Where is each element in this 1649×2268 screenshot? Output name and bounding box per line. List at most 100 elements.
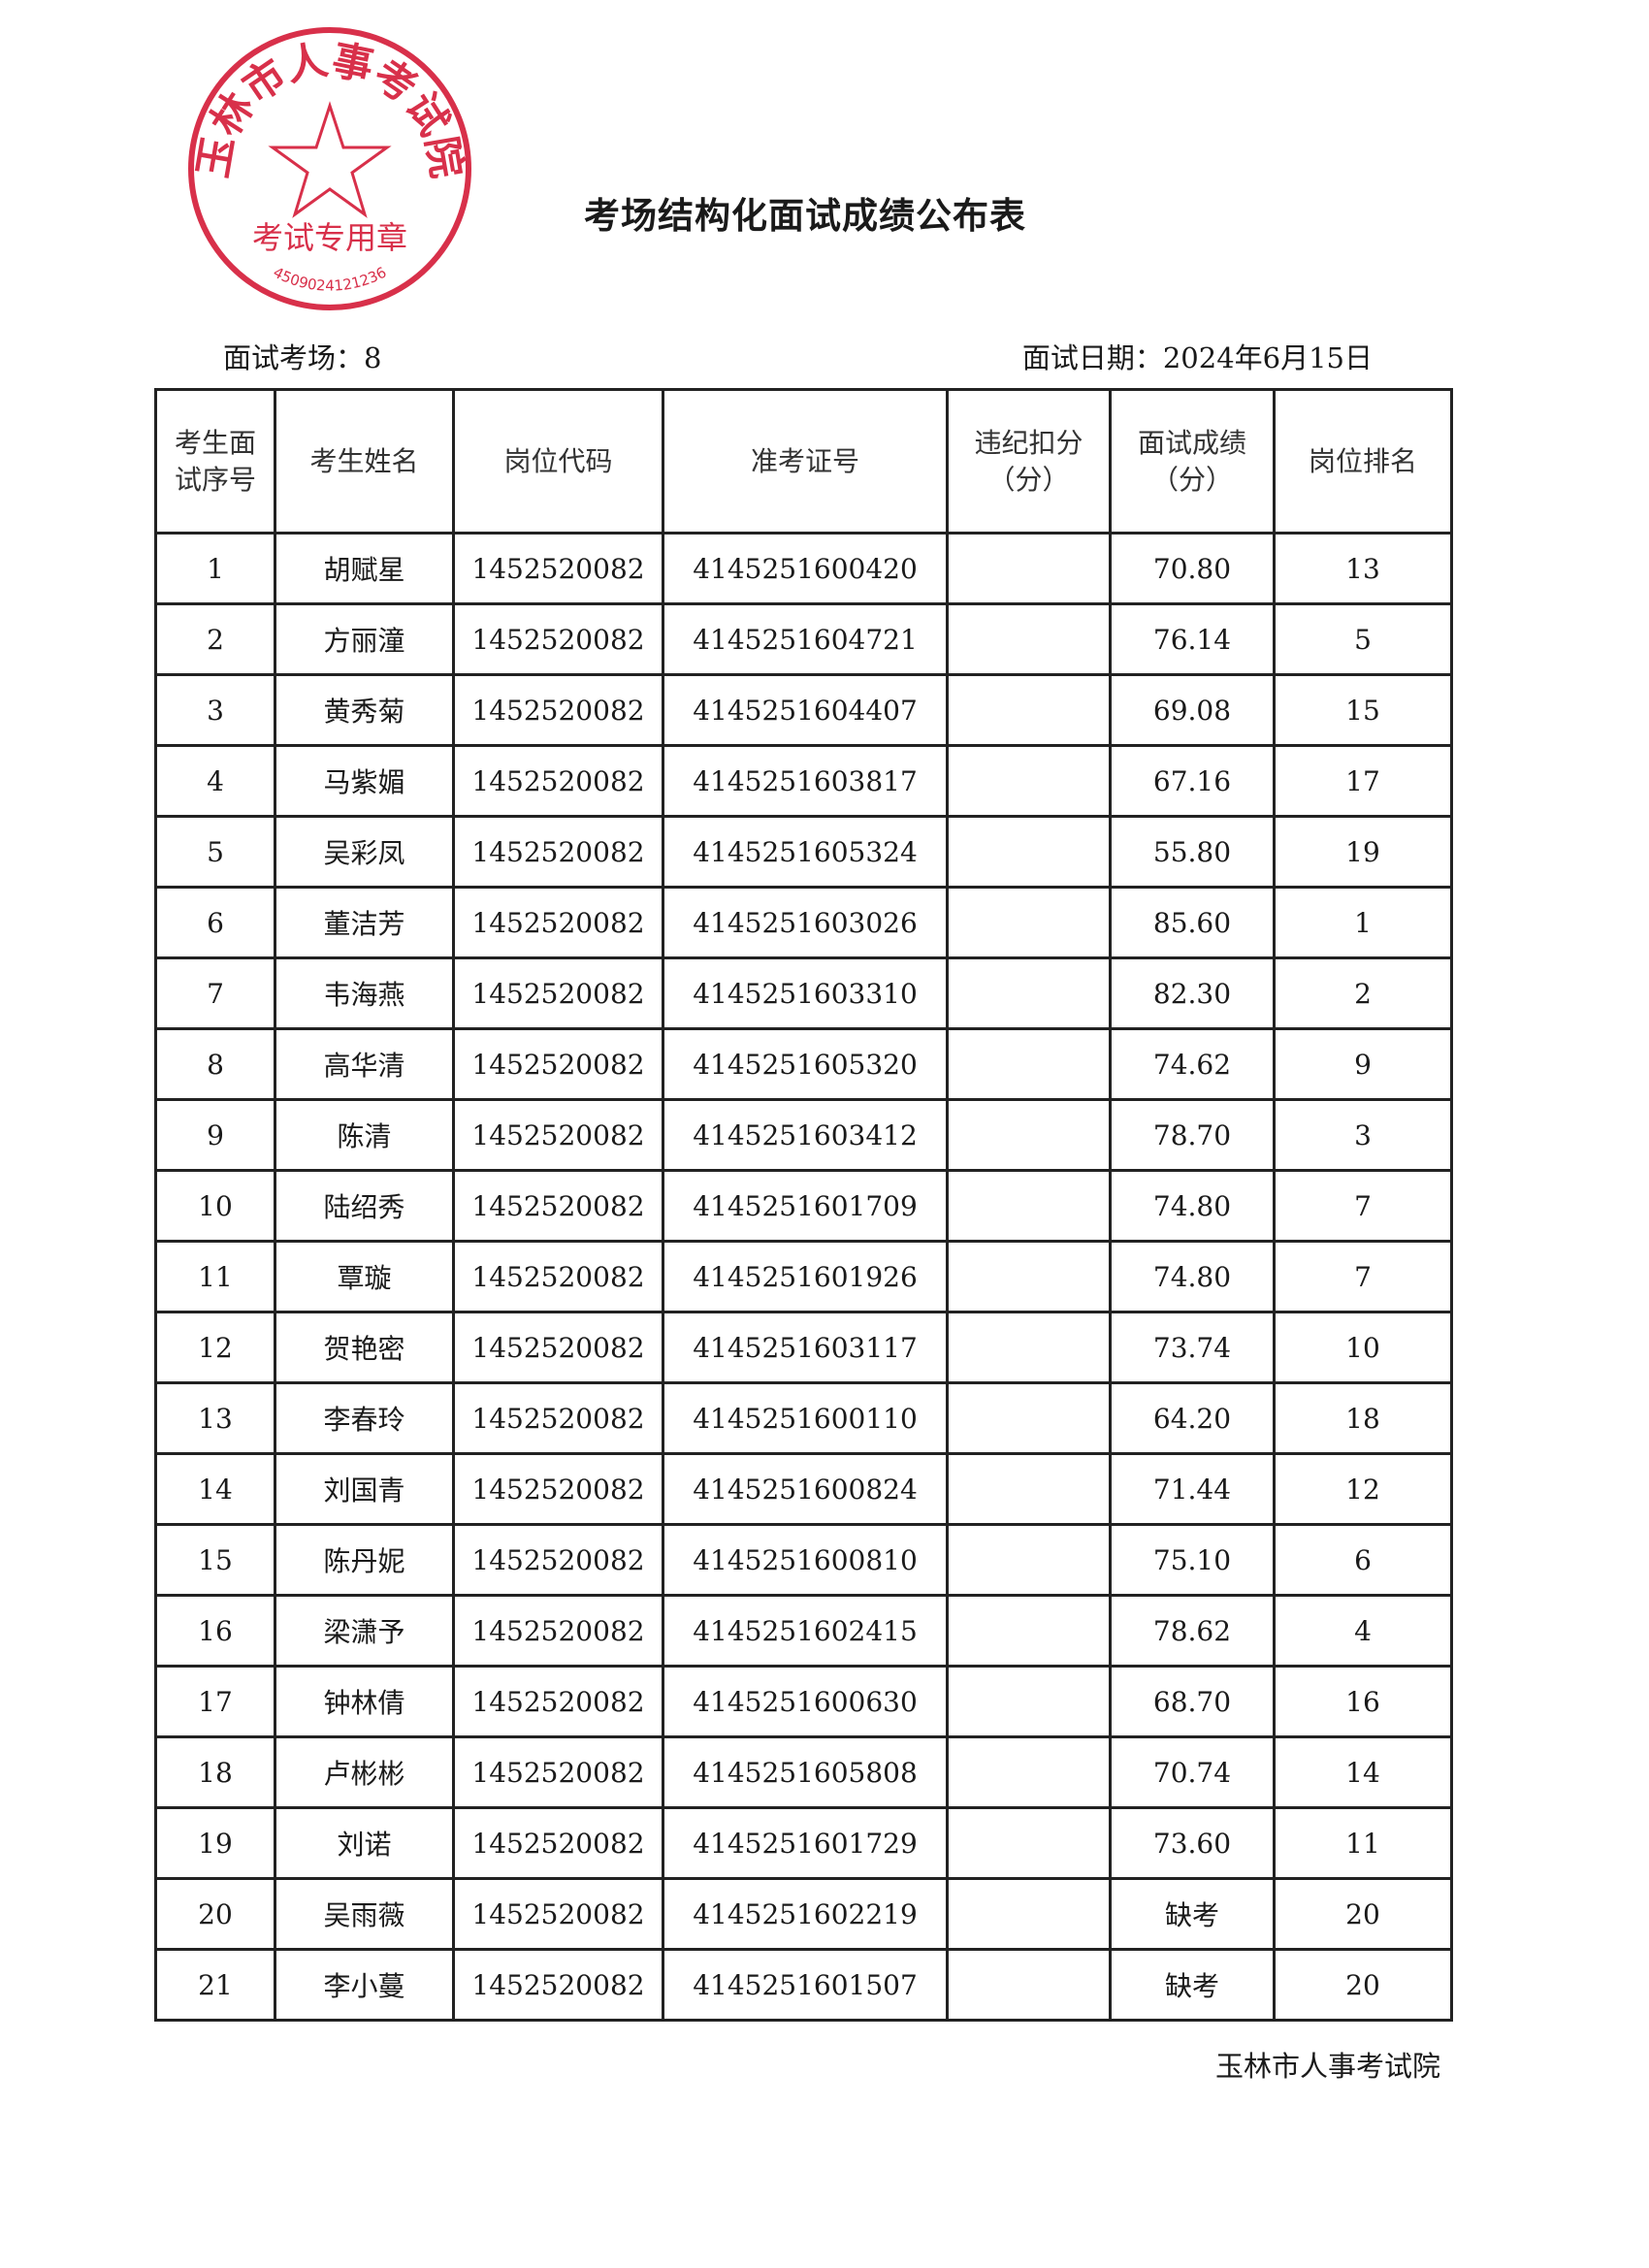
cell-post-code: 1452520082: [452, 1027, 664, 1101]
cell-score: 缺考: [1109, 1877, 1276, 1951]
cell-seq: 12: [154, 1311, 276, 1384]
issuer: 玉林市人事考试院: [1214, 2050, 1440, 2083]
cell-post-code: 1452520082: [452, 744, 664, 818]
cell-name: 黄秀菊: [274, 673, 455, 747]
cell-rank: 20: [1273, 1948, 1453, 2022]
cell-seq: 3: [154, 673, 276, 747]
cell-seq: 1: [154, 532, 276, 605]
cell-deduction: [946, 1311, 1112, 1384]
cell-name: 方丽潼: [274, 602, 455, 676]
cell-rank: 10: [1273, 1311, 1453, 1384]
cell-rank: 12: [1273, 1452, 1453, 1526]
cell-score: 74.80: [1109, 1169, 1276, 1243]
cell-rank: 6: [1273, 1523, 1453, 1597]
official-seal: 玉林市人事考试院 考试专用章 4509024121236: [188, 27, 471, 310]
cell-ticket: 4145251600420: [662, 532, 949, 605]
table-row: 3 黄秀菊 1452520082 4145251604407 69.08 15: [154, 673, 1453, 747]
header-rank: 岗位排名: [1273, 388, 1453, 535]
cell-post-code: 1452520082: [452, 1240, 664, 1313]
cell-name: 高华清: [274, 1027, 455, 1101]
page-title: 考场结构化面试成绩公布表: [584, 195, 1026, 237]
cell-score: 70.80: [1109, 532, 1276, 605]
cell-seq: 11: [154, 1240, 276, 1313]
cell-rank: 17: [1273, 744, 1453, 818]
cell-deduction: [946, 1877, 1112, 1951]
table-row: 4 马紫媚 1452520082 4145251603817 67.16 17: [154, 744, 1453, 818]
cell-seq: 16: [154, 1594, 276, 1668]
cell-name: 覃璇: [274, 1240, 455, 1313]
cell-ticket: 4145251604721: [662, 602, 949, 676]
cell-score: 82.30: [1109, 956, 1276, 1030]
cell-name: 马紫媚: [274, 744, 455, 818]
cell-deduction: [946, 1806, 1112, 1880]
cell-score: 55.80: [1109, 815, 1276, 889]
header-score: 面试成绩（分）: [1109, 388, 1276, 535]
cell-rank: 13: [1273, 532, 1453, 605]
table-row: 18 卢彬彬 1452520082 4145251605808 70.74 14: [154, 1735, 1453, 1809]
cell-deduction: [946, 1027, 1112, 1101]
cell-score: 78.70: [1109, 1098, 1276, 1172]
cell-name: 刘国青: [274, 1452, 455, 1526]
cell-post-code: 1452520082: [452, 1452, 664, 1526]
cell-seq: 13: [154, 1381, 276, 1455]
table-row: 11 覃璇 1452520082 4145251601926 74.80 7: [154, 1240, 1453, 1313]
cell-seq: 2: [154, 602, 276, 676]
cell-seq: 15: [154, 1523, 276, 1597]
cell-name: 韦海燕: [274, 956, 455, 1030]
table-row: 1 胡赋星 1452520082 4145251600420 70.80 13: [154, 532, 1453, 605]
cell-post-code: 1452520082: [452, 1098, 664, 1172]
cell-post-code: 1452520082: [452, 1877, 664, 1951]
cell-seq: 19: [154, 1806, 276, 1880]
cell-rank: 20: [1273, 1877, 1453, 1951]
cell-ticket: 4145251603310: [662, 956, 949, 1030]
cell-name: 刘诺: [274, 1806, 455, 1880]
cell-deduction: [946, 1452, 1112, 1526]
header-seq: 考生面试序号: [154, 388, 276, 535]
cell-post-code: 1452520082: [452, 1806, 664, 1880]
table-row: 16 梁潇予 1452520082 4145251602415 78.62 4: [154, 1594, 1453, 1668]
cell-post-code: 1452520082: [452, 1311, 664, 1384]
cell-score: 68.70: [1109, 1665, 1276, 1738]
cell-ticket: 4145251602219: [662, 1877, 949, 1951]
cell-post-code: 1452520082: [452, 602, 664, 676]
cell-post-code: 1452520082: [452, 673, 664, 747]
cell-score: 71.44: [1109, 1452, 1276, 1526]
cell-score: 78.62: [1109, 1594, 1276, 1668]
table-row: 14 刘国青 1452520082 4145251600824 71.44 12: [154, 1452, 1453, 1526]
table-row: 2 方丽潼 1452520082 4145251604721 76.14 5: [154, 602, 1453, 676]
cell-score: 67.16: [1109, 744, 1276, 818]
table-row: 8 高华清 1452520082 4145251605320 74.62 9: [154, 1027, 1453, 1101]
table-row: 10 陆绍秀 1452520082 4145251601709 74.80 7: [154, 1169, 1453, 1243]
cell-score: 74.62: [1109, 1027, 1276, 1101]
cell-name: 吴雨薇: [274, 1877, 455, 1951]
table-row: 7 韦海燕 1452520082 4145251603310 82.30 2: [154, 956, 1453, 1030]
table-row: 17 钟林倩 1452520082 4145251600630 68.70 16: [154, 1665, 1453, 1738]
cell-name: 胡赋星: [274, 532, 455, 605]
cell-post-code: 1452520082: [452, 532, 664, 605]
cell-rank: 3: [1273, 1098, 1453, 1172]
cell-rank: 9: [1273, 1027, 1453, 1101]
cell-score: 64.20: [1109, 1381, 1276, 1455]
cell-ticket: 4145251605808: [662, 1735, 949, 1809]
cell-post-code: 1452520082: [452, 1948, 664, 2022]
cell-ticket: 4145251601507: [662, 1948, 949, 2022]
cell-name: 吴彩凤: [274, 815, 455, 889]
cell-ticket: 4145251601709: [662, 1169, 949, 1243]
cell-deduction: [946, 1098, 1112, 1172]
cell-rank: 11: [1273, 1806, 1453, 1880]
cell-deduction: [946, 673, 1112, 747]
cell-ticket: 4145251603117: [662, 1311, 949, 1384]
table-row: 20 吴雨薇 1452520082 4145251602219 缺考 20: [154, 1877, 1453, 1951]
cell-score: 缺考: [1109, 1948, 1276, 2022]
header-post-code: 岗位代码: [452, 388, 664, 535]
cell-rank: 19: [1273, 815, 1453, 889]
header-name: 考生姓名: [274, 388, 455, 535]
cell-ticket: 4145251601729: [662, 1806, 949, 1880]
cell-name: 董洁芳: [274, 886, 455, 959]
cell-name: 梁潇予: [274, 1594, 455, 1668]
exam-room: 面试考场：8: [223, 341, 382, 374]
cell-rank: 2: [1273, 956, 1453, 1030]
table-row: 6 董洁芳 1452520082 4145251603026 85.60 1: [154, 886, 1453, 959]
cell-deduction: [946, 1169, 1112, 1243]
cell-name: 陆绍秀: [274, 1169, 455, 1243]
